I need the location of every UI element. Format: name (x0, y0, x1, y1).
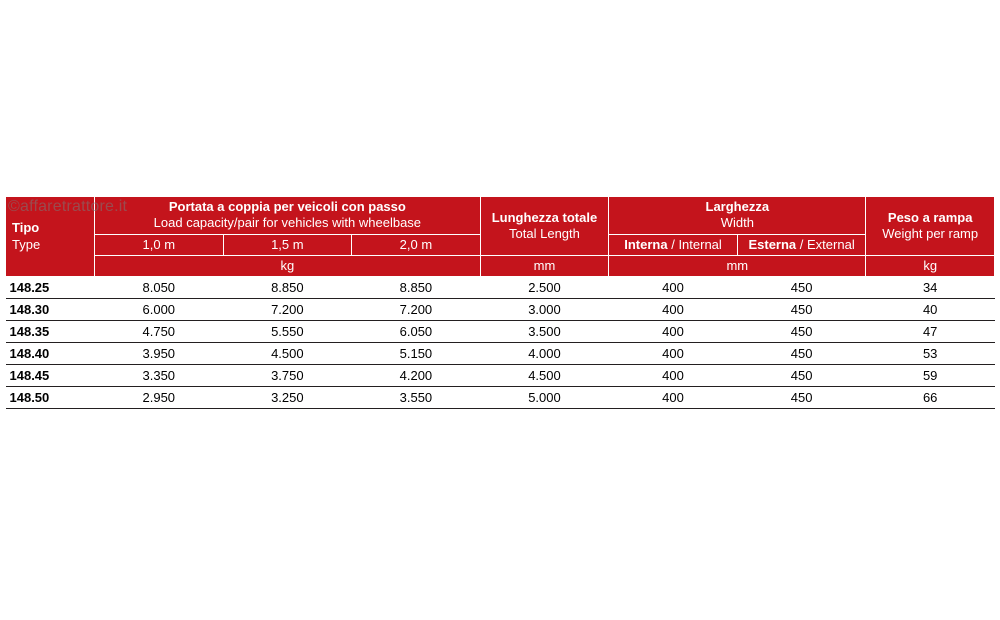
col-header-width-en: Width (721, 215, 754, 230)
col-header-width-external: Esterna / External (737, 234, 866, 255)
unit-weight: kg (866, 255, 995, 276)
table-cell: 34 (866, 277, 995, 299)
col-header-weight: Peso a rampa Weight per ramp (866, 197, 995, 256)
table-body: 148.258.0508.8508.8502.50040045034148.30… (6, 277, 995, 409)
col-header-width: Larghezza Width (609, 197, 866, 235)
table-cell: 59 (866, 365, 995, 387)
table-cell: 8.050 (95, 277, 224, 299)
table-cell: 4.500 (480, 365, 609, 387)
table-cell: 3.000 (480, 299, 609, 321)
table-cell: 4.500 (223, 343, 352, 365)
col-header-load-en: Load capacity/pair for vehicles with whe… (154, 215, 421, 230)
table-cell: 5.000 (480, 387, 609, 409)
table-cell: 2.500 (480, 277, 609, 299)
table-row: 148.354.7505.5506.0503.50040045047 (6, 321, 995, 343)
table-cell: 6.000 (95, 299, 224, 321)
col-header-length-it: Lunghezza totale (492, 210, 597, 225)
col-header-type-en: Type (12, 237, 40, 252)
table-row: 148.403.9504.5005.1504.00040045053 (6, 343, 995, 365)
table-cell: 5.550 (223, 321, 352, 343)
table-cell: 400 (609, 343, 738, 365)
table-cell: 400 (609, 299, 738, 321)
table-cell: 5.150 (352, 343, 481, 365)
table-cell: 450 (737, 277, 866, 299)
col-header-load-3: 2,0 m (352, 234, 481, 255)
width-external-it: Esterna (748, 237, 796, 252)
width-internal-en: Internal (678, 237, 721, 252)
table-cell: 47 (866, 321, 995, 343)
width-internal-it: Interna (624, 237, 667, 252)
table-cell: 3.550 (352, 387, 481, 409)
width-external-sep: / (796, 237, 807, 252)
width-internal-sep: / (668, 237, 679, 252)
table-row: 148.306.0007.2007.2003.00040045040 (6, 299, 995, 321)
table-cell: 53 (866, 343, 995, 365)
table-cell: 148.35 (6, 321, 95, 343)
col-header-width-it: Larghezza (706, 199, 770, 214)
table-cell: 40 (866, 299, 995, 321)
table-row: 148.258.0508.8508.8502.50040045034 (6, 277, 995, 299)
spec-table-container: Tipo Type Portata a coppia per veicoli c… (5, 196, 995, 409)
table-cell: 450 (737, 299, 866, 321)
table-cell: 3.350 (95, 365, 224, 387)
col-header-length: Lunghezza totale Total Length (480, 197, 609, 256)
unit-length: mm (480, 255, 609, 276)
table-cell: 450 (737, 365, 866, 387)
table-cell: 148.25 (6, 277, 95, 299)
table-cell: 4.000 (480, 343, 609, 365)
unit-load: kg (95, 255, 481, 276)
col-header-load: Portata a coppia per veicoli con passo L… (95, 197, 481, 235)
table-cell: 7.200 (223, 299, 352, 321)
table-cell: 4.750 (95, 321, 224, 343)
spec-table: Tipo Type Portata a coppia per veicoli c… (5, 196, 995, 409)
table-cell: 3.500 (480, 321, 609, 343)
unit-width: mm (609, 255, 866, 276)
table-cell: 66 (866, 387, 995, 409)
table-cell: 3.950 (95, 343, 224, 365)
table-cell: 4.200 (352, 365, 481, 387)
table-cell: 148.40 (6, 343, 95, 365)
col-header-width-internal: Interna / Internal (609, 234, 738, 255)
table-cell: 400 (609, 321, 738, 343)
table-cell: 400 (609, 365, 738, 387)
table-cell: 6.050 (352, 321, 481, 343)
col-header-weight-it: Peso a rampa (888, 210, 973, 225)
table-cell: 450 (737, 387, 866, 409)
table-cell: 400 (609, 277, 738, 299)
table-row: 148.502.9503.2503.5505.00040045066 (6, 387, 995, 409)
table-cell: 148.45 (6, 365, 95, 387)
col-header-load-it: Portata a coppia per veicoli con passo (169, 199, 406, 214)
table-cell: 8.850 (352, 277, 481, 299)
col-header-weight-en: Weight per ramp (882, 226, 978, 241)
table-cell: 400 (609, 387, 738, 409)
width-external-en: External (807, 237, 855, 252)
table-cell: 3.750 (223, 365, 352, 387)
table-row: 148.453.3503.7504.2004.50040045059 (6, 365, 995, 387)
col-header-type-it: Tipo (12, 220, 39, 235)
table-cell: 450 (737, 321, 866, 343)
col-header-type: Tipo Type (6, 197, 95, 277)
table-cell: 2.950 (95, 387, 224, 409)
table-cell: 3.250 (223, 387, 352, 409)
table-cell: 7.200 (352, 299, 481, 321)
col-header-load-1: 1,0 m (95, 234, 224, 255)
table-cell: 450 (737, 343, 866, 365)
table-cell: 148.30 (6, 299, 95, 321)
col-header-load-2: 1,5 m (223, 234, 352, 255)
table-header: Tipo Type Portata a coppia per veicoli c… (6, 197, 995, 277)
col-header-length-en: Total Length (509, 226, 580, 241)
table-cell: 148.50 (6, 387, 95, 409)
table-cell: 8.850 (223, 277, 352, 299)
